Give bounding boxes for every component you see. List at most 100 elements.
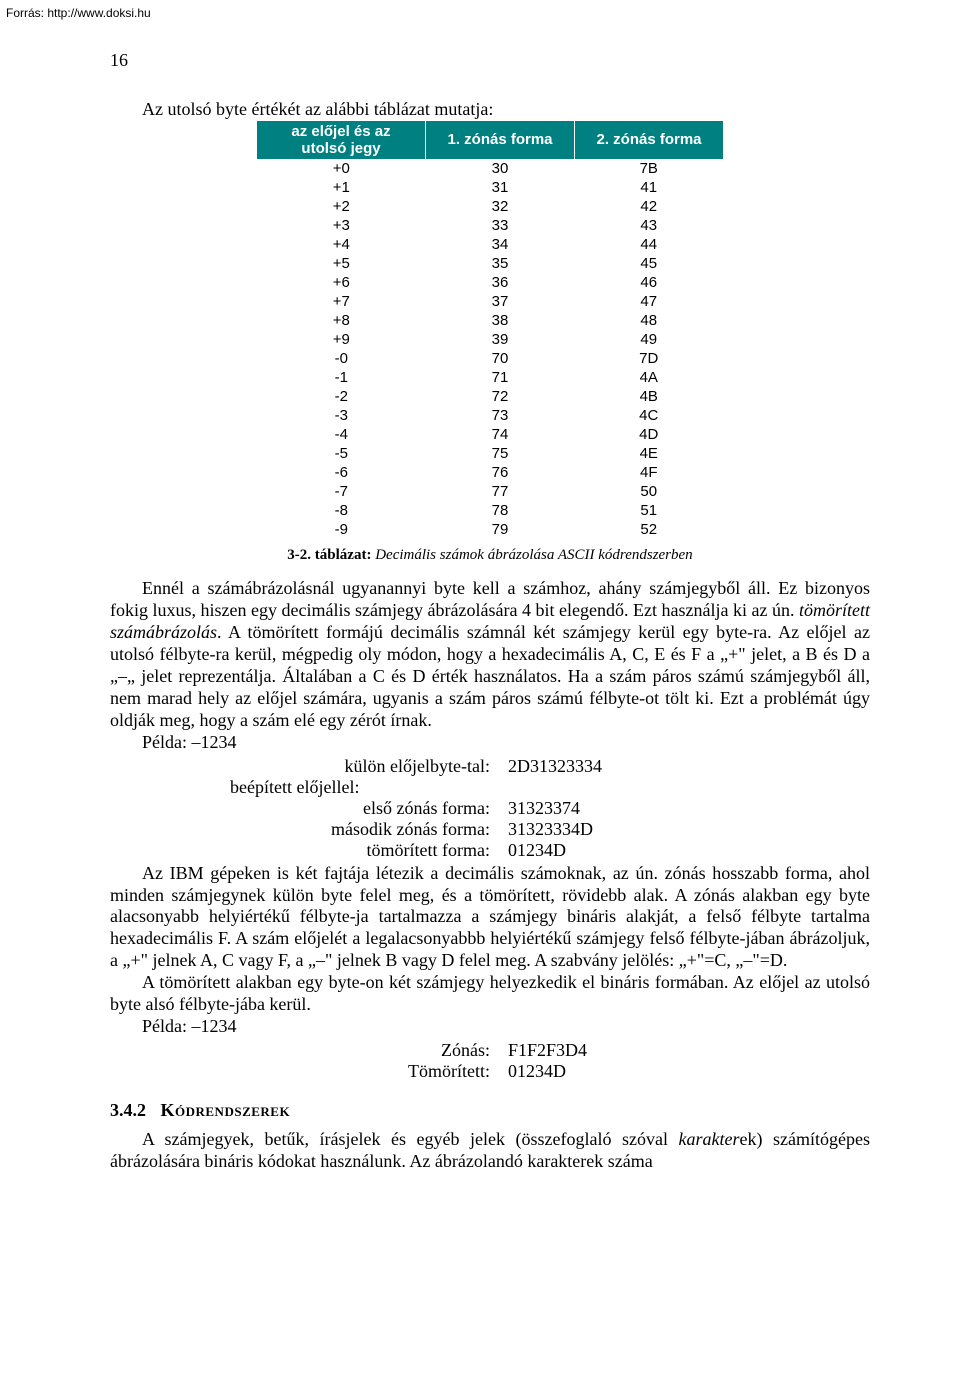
table-cell: -8 xyxy=(257,501,426,520)
example-label: tömörített forma: xyxy=(110,840,508,861)
table-row: +83848 xyxy=(257,311,723,330)
source-line: Forrás: http://www.doksi.hu xyxy=(0,0,960,20)
table-cell: 4E xyxy=(575,444,724,463)
example-label: első zónás forma: xyxy=(110,798,508,819)
example-label: Tömörített: xyxy=(110,1061,508,1082)
table-cell: 43 xyxy=(575,216,724,235)
example-row: első zónás forma:31323374 xyxy=(110,798,870,819)
table-cell: +1 xyxy=(257,178,426,197)
table-cell: 51 xyxy=(575,501,724,520)
table-row: +13141 xyxy=(257,178,723,197)
table-cell: 47 xyxy=(575,292,724,311)
example-label: beépített előjellel: xyxy=(110,777,628,798)
table-cell: 4B xyxy=(575,387,724,406)
table-cell: 35 xyxy=(426,254,575,273)
table-cell: 37 xyxy=(426,292,575,311)
table-cell: -4 xyxy=(257,425,426,444)
table-cell: 74 xyxy=(426,425,575,444)
table-cell: 50 xyxy=(575,482,724,501)
table-cell: 4F xyxy=(575,463,724,482)
table-row: +93949 xyxy=(257,330,723,349)
example-value: 2D31323334 xyxy=(508,756,602,777)
table-cell: 4C xyxy=(575,406,724,425)
table-caption: 3-2. táblázat: Decimális számok ábrázolá… xyxy=(110,547,870,564)
paragraph-2: Az IBM gépeken is két fajtája létezik a … xyxy=(110,863,870,973)
intro-text: Az utolsó byte értékét az alábbi tábláza… xyxy=(110,99,870,121)
table-cell: 45 xyxy=(575,254,724,273)
section-heading: 3.4.2 Kódrendszerek xyxy=(110,1100,870,1121)
table-cell: 36 xyxy=(426,273,575,292)
table-row: -3734C xyxy=(257,406,723,425)
table-row: -77750 xyxy=(257,482,723,501)
table-cell: 39 xyxy=(426,330,575,349)
italic-term: tömörített számábrázolás xyxy=(110,600,870,642)
table-cell: 41 xyxy=(575,178,724,197)
example-row: második zónás forma:31323334D xyxy=(110,819,870,840)
example-value: F1F2F3D4 xyxy=(508,1040,587,1061)
table-cell: 72 xyxy=(426,387,575,406)
table-cell: 73 xyxy=(426,406,575,425)
table-row: -0707D xyxy=(257,349,723,368)
table-cell: +7 xyxy=(257,292,426,311)
zone-table: az előjel és az utolsó jegy 1. zónás for… xyxy=(257,121,723,539)
example-row: külön előjelbyte-tal:2D31323334 xyxy=(110,756,870,777)
table-cell: +5 xyxy=(257,254,426,273)
table-row: -97952 xyxy=(257,520,723,539)
table-cell: 46 xyxy=(575,273,724,292)
example-label: második zónás forma: xyxy=(110,819,508,840)
caption-label: 3-2. táblázat: xyxy=(287,547,371,563)
table-cell: 52 xyxy=(575,520,724,539)
caption-text: Decimális számok ábrázolása ASCII kódren… xyxy=(371,547,692,563)
table-cell: 71 xyxy=(426,368,575,387)
table-cell: 48 xyxy=(575,311,724,330)
table-cell: 70 xyxy=(426,349,575,368)
example-value: 31323374 xyxy=(508,798,580,819)
example1-heading: Példa: –1234 xyxy=(110,732,870,754)
table-cell: 76 xyxy=(426,463,575,482)
table-cell: +4 xyxy=(257,235,426,254)
example-label: külön előjelbyte-tal: xyxy=(110,756,508,777)
table-cell: +6 xyxy=(257,273,426,292)
table-row: +53545 xyxy=(257,254,723,273)
table-cell: -6 xyxy=(257,463,426,482)
example2-heading: Példa: –1234 xyxy=(110,1016,870,1038)
table-header: az előjel és az utolsó jegy xyxy=(257,121,426,159)
section-number: 3.4.2 xyxy=(110,1100,146,1120)
example-value: 01234D xyxy=(508,1061,566,1082)
table-row: +33343 xyxy=(257,216,723,235)
table-cell: 7B xyxy=(575,159,724,178)
table-row: +73747 xyxy=(257,292,723,311)
example-row: Zónás:F1F2F3D4 xyxy=(110,1040,870,1061)
table-cell: 79 xyxy=(426,520,575,539)
section-title: Kódrendszerek xyxy=(151,1100,291,1120)
example-row: tömörített forma:01234D xyxy=(110,840,870,861)
table-cell: 33 xyxy=(426,216,575,235)
table-row: +23242 xyxy=(257,197,723,216)
example-row: Tömörített:01234D xyxy=(110,1061,870,1082)
table-row: -6764F xyxy=(257,463,723,482)
paragraph-4: A számjegyek, betűk, írásjelek és egyéb … xyxy=(110,1129,870,1173)
table-row: +63646 xyxy=(257,273,723,292)
example-label: Zónás: xyxy=(110,1040,508,1061)
example-row: beépített előjellel: xyxy=(110,777,870,798)
table-cell: 32 xyxy=(426,197,575,216)
table-cell: 78 xyxy=(426,501,575,520)
table-header-row: az előjel és az utolsó jegy 1. zónás for… xyxy=(257,121,723,159)
paragraph-3: A tömörített alakban egy byte-on két szá… xyxy=(110,972,870,1016)
example-value: 01234D xyxy=(508,840,566,861)
page-content: 16 Az utolsó byte értékét az alábbi tábl… xyxy=(0,20,960,1213)
table-cell: 4D xyxy=(575,425,724,444)
paragraph-1: Ennél a számábrázolásnál ugyanannyi byte… xyxy=(110,578,870,732)
table-cell: 38 xyxy=(426,311,575,330)
table-cell: 4A xyxy=(575,368,724,387)
table-header: 2. zónás forma xyxy=(575,121,724,159)
table-cell: 42 xyxy=(575,197,724,216)
table-cell: 7D xyxy=(575,349,724,368)
table-cell: -1 xyxy=(257,368,426,387)
table-row: +43444 xyxy=(257,235,723,254)
table-row: -2724B xyxy=(257,387,723,406)
table-row: -5754E xyxy=(257,444,723,463)
table-row: -1714A xyxy=(257,368,723,387)
table-header: 1. zónás forma xyxy=(426,121,575,159)
table-cell: 30 xyxy=(426,159,575,178)
